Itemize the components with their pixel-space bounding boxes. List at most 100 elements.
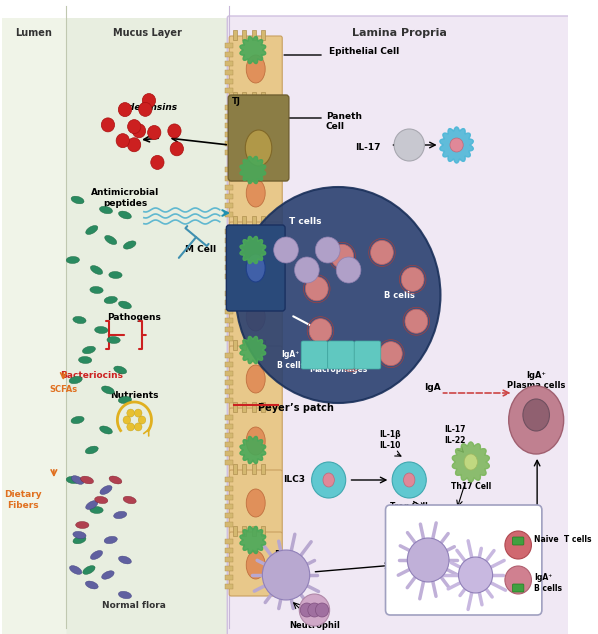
Ellipse shape — [123, 496, 136, 504]
Bar — [233, 30, 237, 40]
Bar — [242, 92, 246, 102]
Bar — [261, 464, 265, 474]
Text: ILC3: ILC3 — [283, 476, 305, 484]
Circle shape — [118, 103, 132, 117]
Bar — [225, 274, 233, 279]
Bar — [225, 247, 233, 252]
Bar — [225, 229, 233, 234]
Ellipse shape — [104, 536, 117, 543]
Polygon shape — [240, 236, 266, 264]
Bar — [225, 61, 233, 66]
Circle shape — [405, 309, 428, 333]
Circle shape — [170, 142, 184, 156]
Ellipse shape — [246, 489, 265, 517]
Circle shape — [127, 409, 135, 417]
Text: Th17 Cell: Th17 Cell — [451, 482, 491, 491]
Text: Treg Cell: Treg Cell — [390, 502, 428, 511]
Bar — [225, 442, 233, 447]
Text: Naive  T cells: Naive T cells — [534, 536, 592, 545]
Ellipse shape — [86, 226, 98, 235]
Bar — [225, 566, 233, 571]
Circle shape — [505, 531, 532, 559]
Circle shape — [300, 603, 313, 617]
Ellipse shape — [246, 117, 265, 145]
Bar — [233, 216, 237, 226]
FancyBboxPatch shape — [229, 470, 282, 534]
FancyBboxPatch shape — [328, 341, 354, 369]
Polygon shape — [240, 526, 266, 553]
Ellipse shape — [509, 386, 564, 454]
Circle shape — [295, 257, 319, 283]
Bar — [225, 513, 233, 518]
Ellipse shape — [90, 550, 103, 560]
FancyBboxPatch shape — [229, 36, 282, 100]
FancyBboxPatch shape — [226, 225, 285, 311]
Ellipse shape — [246, 365, 265, 393]
Bar — [225, 265, 233, 270]
Text: Lamina Propria: Lamina Propria — [352, 28, 447, 38]
Circle shape — [392, 462, 426, 498]
Bar — [225, 362, 233, 367]
Circle shape — [236, 187, 441, 403]
Text: Dietary
Fibers: Dietary Fibers — [4, 490, 41, 510]
Bar — [225, 114, 233, 119]
Bar — [225, 150, 233, 155]
Ellipse shape — [94, 496, 108, 503]
Bar — [225, 460, 233, 465]
Bar — [242, 216, 246, 226]
Text: Pathogens: Pathogens — [108, 313, 161, 323]
Ellipse shape — [90, 507, 103, 514]
Bar — [225, 105, 233, 110]
Polygon shape — [440, 127, 473, 163]
Bar — [233, 154, 237, 164]
Text: Peyer’s patch: Peyer’s patch — [258, 403, 334, 413]
Circle shape — [101, 118, 115, 132]
Bar — [225, 318, 233, 323]
Text: TJ: TJ — [232, 98, 241, 107]
Bar — [242, 30, 246, 40]
FancyBboxPatch shape — [301, 341, 328, 369]
Ellipse shape — [114, 366, 127, 374]
Circle shape — [336, 257, 361, 283]
Ellipse shape — [246, 179, 265, 207]
Bar — [225, 43, 233, 48]
Polygon shape — [240, 337, 266, 363]
FancyBboxPatch shape — [228, 95, 289, 181]
Bar — [252, 464, 256, 474]
Polygon shape — [240, 436, 266, 463]
Bar — [225, 70, 233, 75]
Circle shape — [299, 594, 329, 626]
Bar — [225, 141, 233, 146]
Bar — [225, 433, 233, 438]
FancyBboxPatch shape — [512, 584, 524, 592]
Polygon shape — [240, 36, 266, 63]
Bar — [252, 30, 256, 40]
Text: Epithelial Cell: Epithelial Cell — [329, 48, 399, 56]
Bar — [225, 522, 233, 527]
Text: Lumen: Lumen — [16, 28, 53, 38]
Text: Macrophages: Macrophages — [309, 365, 367, 375]
Bar — [225, 176, 233, 181]
Circle shape — [371, 240, 393, 264]
Text: B cells: B cells — [385, 290, 415, 299]
Circle shape — [312, 462, 346, 498]
FancyBboxPatch shape — [512, 537, 524, 545]
Bar — [252, 526, 256, 536]
Text: IgA⁺
B cells: IgA⁺ B cells — [277, 351, 305, 370]
Bar — [225, 185, 233, 190]
Bar — [233, 278, 237, 288]
Ellipse shape — [404, 473, 415, 487]
Text: IgA⁺
B cells: IgA⁺ B cells — [534, 573, 562, 593]
Circle shape — [263, 550, 310, 600]
Ellipse shape — [73, 531, 86, 539]
Bar — [225, 398, 233, 403]
Ellipse shape — [123, 241, 136, 249]
Bar — [252, 278, 256, 288]
Bar — [261, 92, 265, 102]
Circle shape — [116, 134, 129, 148]
Bar — [225, 353, 233, 358]
Bar — [225, 486, 233, 491]
Bar — [233, 402, 237, 412]
Circle shape — [148, 126, 161, 139]
Bar — [225, 194, 233, 199]
